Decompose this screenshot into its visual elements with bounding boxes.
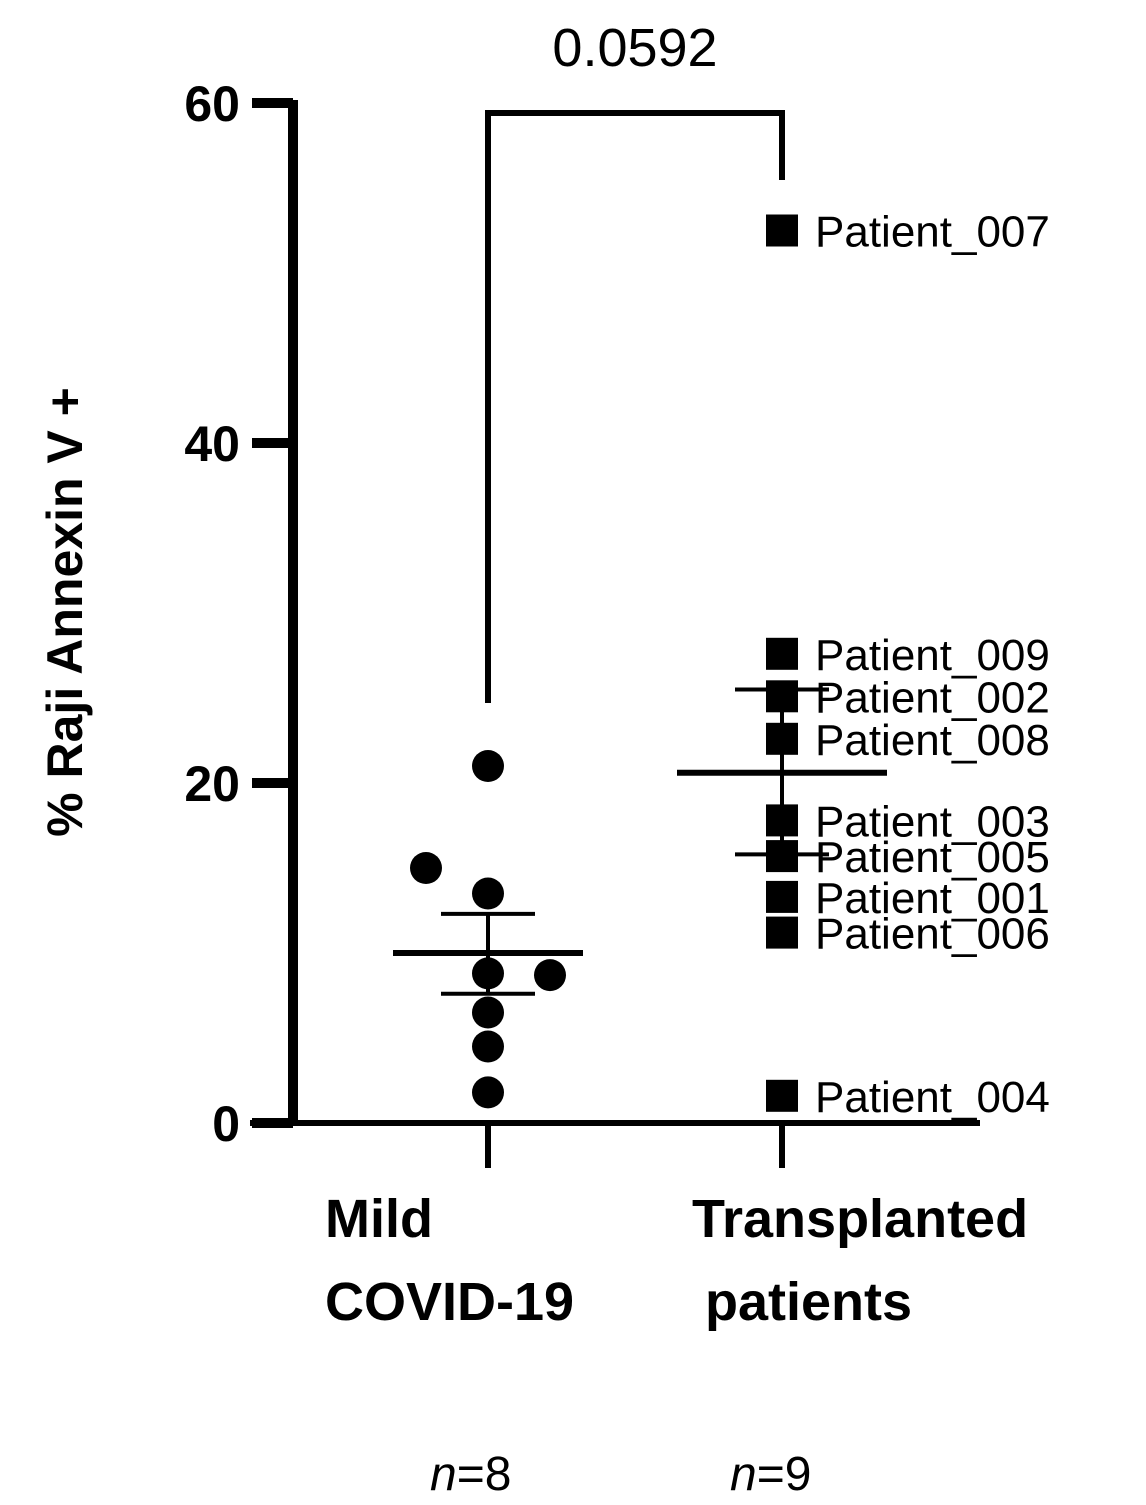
data-point	[534, 959, 566, 992]
data-point-label: Patient_004	[815, 1073, 1050, 1122]
y-tick-label: 0	[212, 1096, 240, 1152]
data-point	[472, 877, 504, 910]
data-point-label: Patient_007	[815, 208, 1050, 257]
y-tick-label: 20	[184, 756, 240, 812]
sample-size-label: n=9	[730, 1448, 811, 1501]
data-point	[766, 680, 798, 713]
data-point	[472, 1076, 504, 1109]
data-point-label: Patient_009	[815, 631, 1050, 680]
data-point	[410, 852, 442, 884]
data-point	[472, 1030, 504, 1063]
data-point-label: Patient_002	[815, 673, 1050, 722]
data-point-label: Patient_008	[815, 716, 1050, 765]
data-point	[766, 804, 798, 837]
x-category-label: Transplanted	[692, 1189, 1028, 1249]
p-value-label: 0.0592	[552, 18, 717, 78]
data-point	[766, 1079, 798, 1112]
y-tick-label: 40	[184, 416, 240, 472]
data-point	[766, 880, 798, 913]
data-point	[472, 996, 504, 1029]
y-axis-title: % Raji Annexin V +	[37, 387, 93, 837]
data-point	[766, 637, 798, 670]
data-point	[766, 214, 798, 247]
data-point-label: Patient_006	[815, 910, 1050, 959]
data-point-label: Patient_003	[815, 797, 1050, 846]
data-point-label: Patient_001	[815, 874, 1050, 923]
x-category-label: patients	[705, 1272, 912, 1332]
significance-bracket	[485, 110, 785, 703]
data-point-label: Patient_005	[815, 833, 1050, 882]
x-category-label: Mild	[325, 1189, 433, 1249]
data-point	[766, 722, 798, 755]
data-point	[472, 957, 504, 990]
y-tick-label: 60	[184, 76, 240, 132]
x-category-label: COVID-19	[325, 1272, 574, 1332]
sample-size-label: n=8	[430, 1448, 511, 1501]
data-point	[766, 840, 798, 873]
data-point	[766, 916, 798, 949]
data-point	[472, 750, 504, 782]
